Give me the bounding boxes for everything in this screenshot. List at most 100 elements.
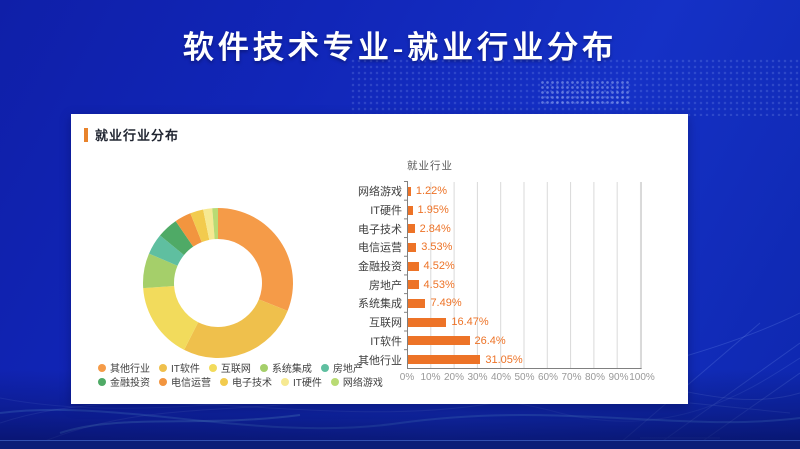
- content-card: 就业行业分布 其他行业 IT软件 互联网 系统集成 房地产 金融投资 电信运营 电子技术 IT硬…: [71, 114, 688, 404]
- legend-item: 其他行业: [98, 360, 150, 375]
- legend-swatch: [259, 363, 268, 372]
- legend-swatch: [281, 377, 289, 386]
- bar-row: 4.53%: [408, 275, 641, 294]
- bar-row: 3.53%: [408, 238, 641, 257]
- donut-svg: [143, 208, 293, 358]
- bar-category-label: 网络游戏: [358, 186, 402, 199]
- legend-label: IT软件: [171, 364, 200, 375]
- bar-fill: [408, 261, 419, 271]
- bar-chart-body: 网络游戏 IT硬件 电子技术 电信运营 金融投资 房地产 系统集成 互联网 IT软件 其他行业 1…: [341, 181, 661, 369]
- legend-label: 电子技术: [232, 378, 272, 389]
- legend-label: 互联网: [220, 364, 251, 375]
- bar-fill: [408, 224, 415, 234]
- bar-category-label: 房地产: [369, 279, 402, 292]
- bar-row: 16.47%: [408, 313, 641, 332]
- bottom-navy-strip: [0, 440, 800, 449]
- bar-category-label: 互联网: [369, 317, 402, 330]
- bar-fill: [408, 336, 470, 346]
- bar-category-label: 电子技术: [358, 223, 402, 236]
- slide-title: 软件技术专业-就业行业分布: [182, 30, 618, 65]
- x-tick-label: 0%: [399, 372, 415, 383]
- bar-category-labels: 网络游戏 IT硬件 电子技术 电信运营 金融投资 房地产 系统集成 互联网 IT软件 其他行业: [341, 182, 407, 369]
- bar-category-label: 电信运营: [358, 242, 402, 255]
- bar-fill: [408, 242, 417, 252]
- legend-label: 系统集成: [271, 364, 312, 375]
- legend-item: 金融投资: [98, 374, 150, 389]
- donut-slice-互联网: [143, 285, 199, 350]
- legend-row: 其他行业 IT软件 互联网 系统集成 房地产: [98, 360, 398, 375]
- bar-row: 2.84%: [408, 219, 641, 238]
- x-tick-label: 80%: [584, 372, 606, 383]
- header-accent-bar: [84, 127, 88, 142]
- bar-value-label: 4.53%: [423, 278, 455, 291]
- bar-fill: [408, 280, 419, 290]
- bar-value-label: 26.4%: [474, 334, 506, 347]
- bar-row: 31.05%: [408, 350, 641, 369]
- bar-plot: 1.22% 1.95% 2.84% 3.53% 4.52% 4.53% 7.49% 16.47…: [404, 181, 642, 369]
- x-tick-label: 30%: [467, 372, 488, 383]
- x-tick-label: 70%: [561, 372, 582, 383]
- legend-swatch: [330, 377, 339, 386]
- bar-category-label: IT硬件: [370, 205, 402, 218]
- legend-item: IT硬件: [281, 374, 322, 389]
- bar-category-label: 金融投资: [358, 261, 402, 274]
- x-tick-label: 60%: [537, 372, 559, 383]
- bar-fill: [408, 205, 413, 215]
- x-tick-label: 10%: [420, 372, 441, 383]
- x-tick-label: 20%: [443, 372, 465, 383]
- world-map-dots-cluster: [540, 80, 630, 106]
- donut-slice-其他行业: [218, 208, 293, 311]
- legend-item: 房地产: [320, 360, 363, 375]
- bar-fill: [408, 298, 426, 308]
- bar-value-label: 2.84%: [419, 222, 451, 235]
- bar-value-label: 3.53%: [421, 241, 453, 254]
- donut-slice-电信运营: [175, 213, 202, 247]
- donut-slice-电子技术: [190, 209, 210, 243]
- donut-slice-网络游戏: [212, 208, 218, 240]
- legend-swatch: [98, 363, 106, 372]
- bar-value-label: 1.95%: [417, 204, 449, 217]
- bar-row: 1.22%: [408, 182, 641, 201]
- bar-chart-title: 就业行业: [407, 160, 453, 172]
- bar-x-axis: 0% 10% 20% 30% 40% 50% 60% 70% 80% 90% 100%: [400, 372, 655, 386]
- bar-value-label: 4.52%: [423, 260, 455, 273]
- bar-chart: 就业行业 网络游戏 IT硬件 电子技术 电信运营 金融投资 房地产 系统集成 互联网 IT软件其…: [341, 158, 661, 386]
- donut-slice-系统集成: [143, 253, 178, 289]
- legend-item: IT软件: [159, 360, 200, 375]
- world-map-dots-texture: [350, 58, 800, 116]
- legend-label: IT硬件: [293, 378, 322, 389]
- bar-row: 26.4%: [408, 332, 641, 351]
- legend-item: 系统集成: [259, 360, 312, 375]
- legend-label: 房地产: [332, 364, 363, 375]
- legend-swatch: [208, 363, 217, 372]
- legend-item: 电信运营: [159, 374, 211, 389]
- legend-label: 电信运营: [171, 378, 211, 389]
- bar-fill: [408, 355, 481, 365]
- bar-category-label: IT软件: [370, 335, 402, 348]
- x-tick-label: 100%: [629, 372, 655, 383]
- legend-swatch: [159, 377, 167, 386]
- legend-item: 电子技术: [220, 374, 272, 389]
- bar-value-label: 1.22%: [415, 185, 448, 198]
- bar-row: 4.52%: [408, 257, 641, 276]
- x-tick-label: 50%: [514, 372, 535, 383]
- donut-chart: [138, 203, 298, 363]
- legend-swatch: [159, 363, 167, 372]
- x-tick-label: 90%: [608, 372, 629, 383]
- legend-label: 金融投资: [110, 378, 150, 389]
- legend-swatch: [98, 377, 106, 386]
- donut-slice-IT硬件: [203, 208, 215, 240]
- bar-fill: [408, 317, 447, 327]
- bar-value-label: 7.49%: [430, 297, 462, 310]
- legend-swatch: [320, 363, 329, 372]
- bar-row: 1.95%: [408, 201, 641, 220]
- donut-slice-IT软件: [184, 299, 288, 358]
- bar-category-label: 其他行业: [358, 354, 402, 367]
- legend-swatch: [220, 377, 228, 386]
- legend-item: 互联网: [208, 360, 251, 375]
- bar-value-label: 16.47%: [451, 316, 489, 329]
- donut-legend: 其他行业 IT软件 互联网 系统集成 房地产 金融投资 电信运营 电子技术 IT硬件 网络游戏: [98, 361, 398, 389]
- x-tick-label: 40%: [490, 372, 512, 383]
- donut-slice-房地产: [149, 235, 184, 266]
